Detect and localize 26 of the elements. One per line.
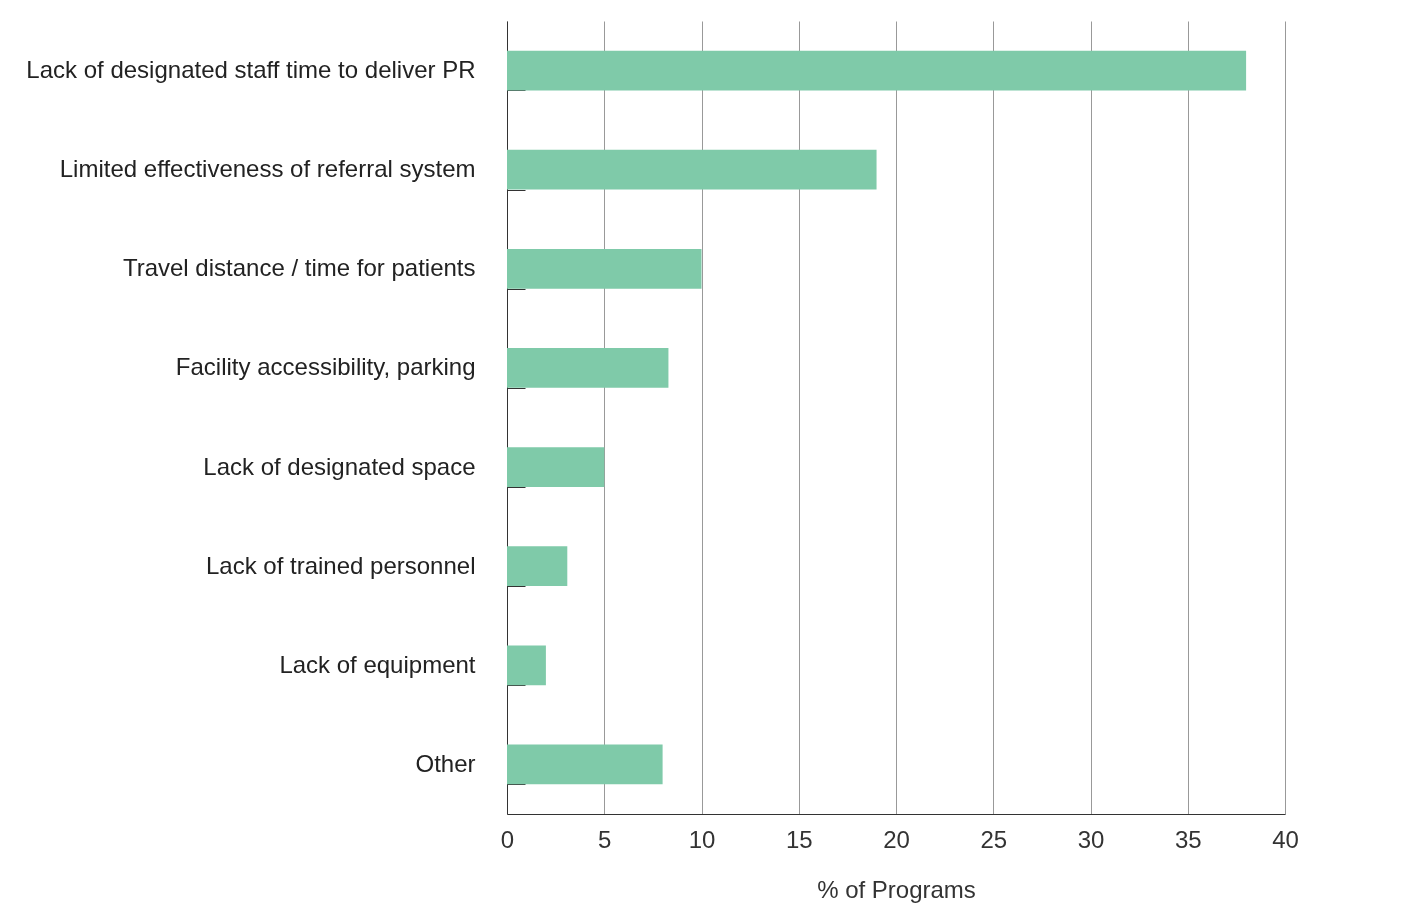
bar — [507, 447, 605, 487]
bar — [507, 149, 877, 190]
y-tick-label: Limited effectiveness of referral system — [59, 155, 476, 183]
x-tick-label: 0 — [500, 825, 515, 853]
x-tick-label: 15 — [785, 825, 813, 853]
y-tick-label: Lack of trained personnel — [205, 551, 476, 579]
y-tick-label: Facility accessibility, parking — [175, 353, 476, 381]
y-tick-label: Lack of designated space — [203, 452, 476, 480]
bar — [507, 546, 568, 587]
y-tick-label: Lack of equipment — [279, 650, 476, 678]
x-tick-label: 10 — [688, 825, 716, 853]
y-tick-label: Other — [415, 749, 476, 777]
x-tick-label: 30 — [1077, 825, 1105, 853]
x-tick-label: 35 — [1174, 825, 1202, 853]
x-tick-label: 40 — [1272, 825, 1299, 853]
y-tick-label: Lack of designated staff time to deliver PR — [26, 56, 476, 84]
bar — [507, 744, 663, 785]
y-tick-label: Travel distance / time for patients — [122, 254, 476, 282]
x-tick-label: 20 — [883, 825, 910, 853]
x-tick-label: 25 — [980, 825, 1008, 853]
bar — [507, 248, 702, 289]
x-axis-title: % of Programs — [817, 875, 976, 903]
x-tick-label: 5 — [598, 825, 612, 853]
bar — [507, 645, 546, 686]
bar — [507, 348, 669, 388]
bar — [507, 50, 1247, 91]
